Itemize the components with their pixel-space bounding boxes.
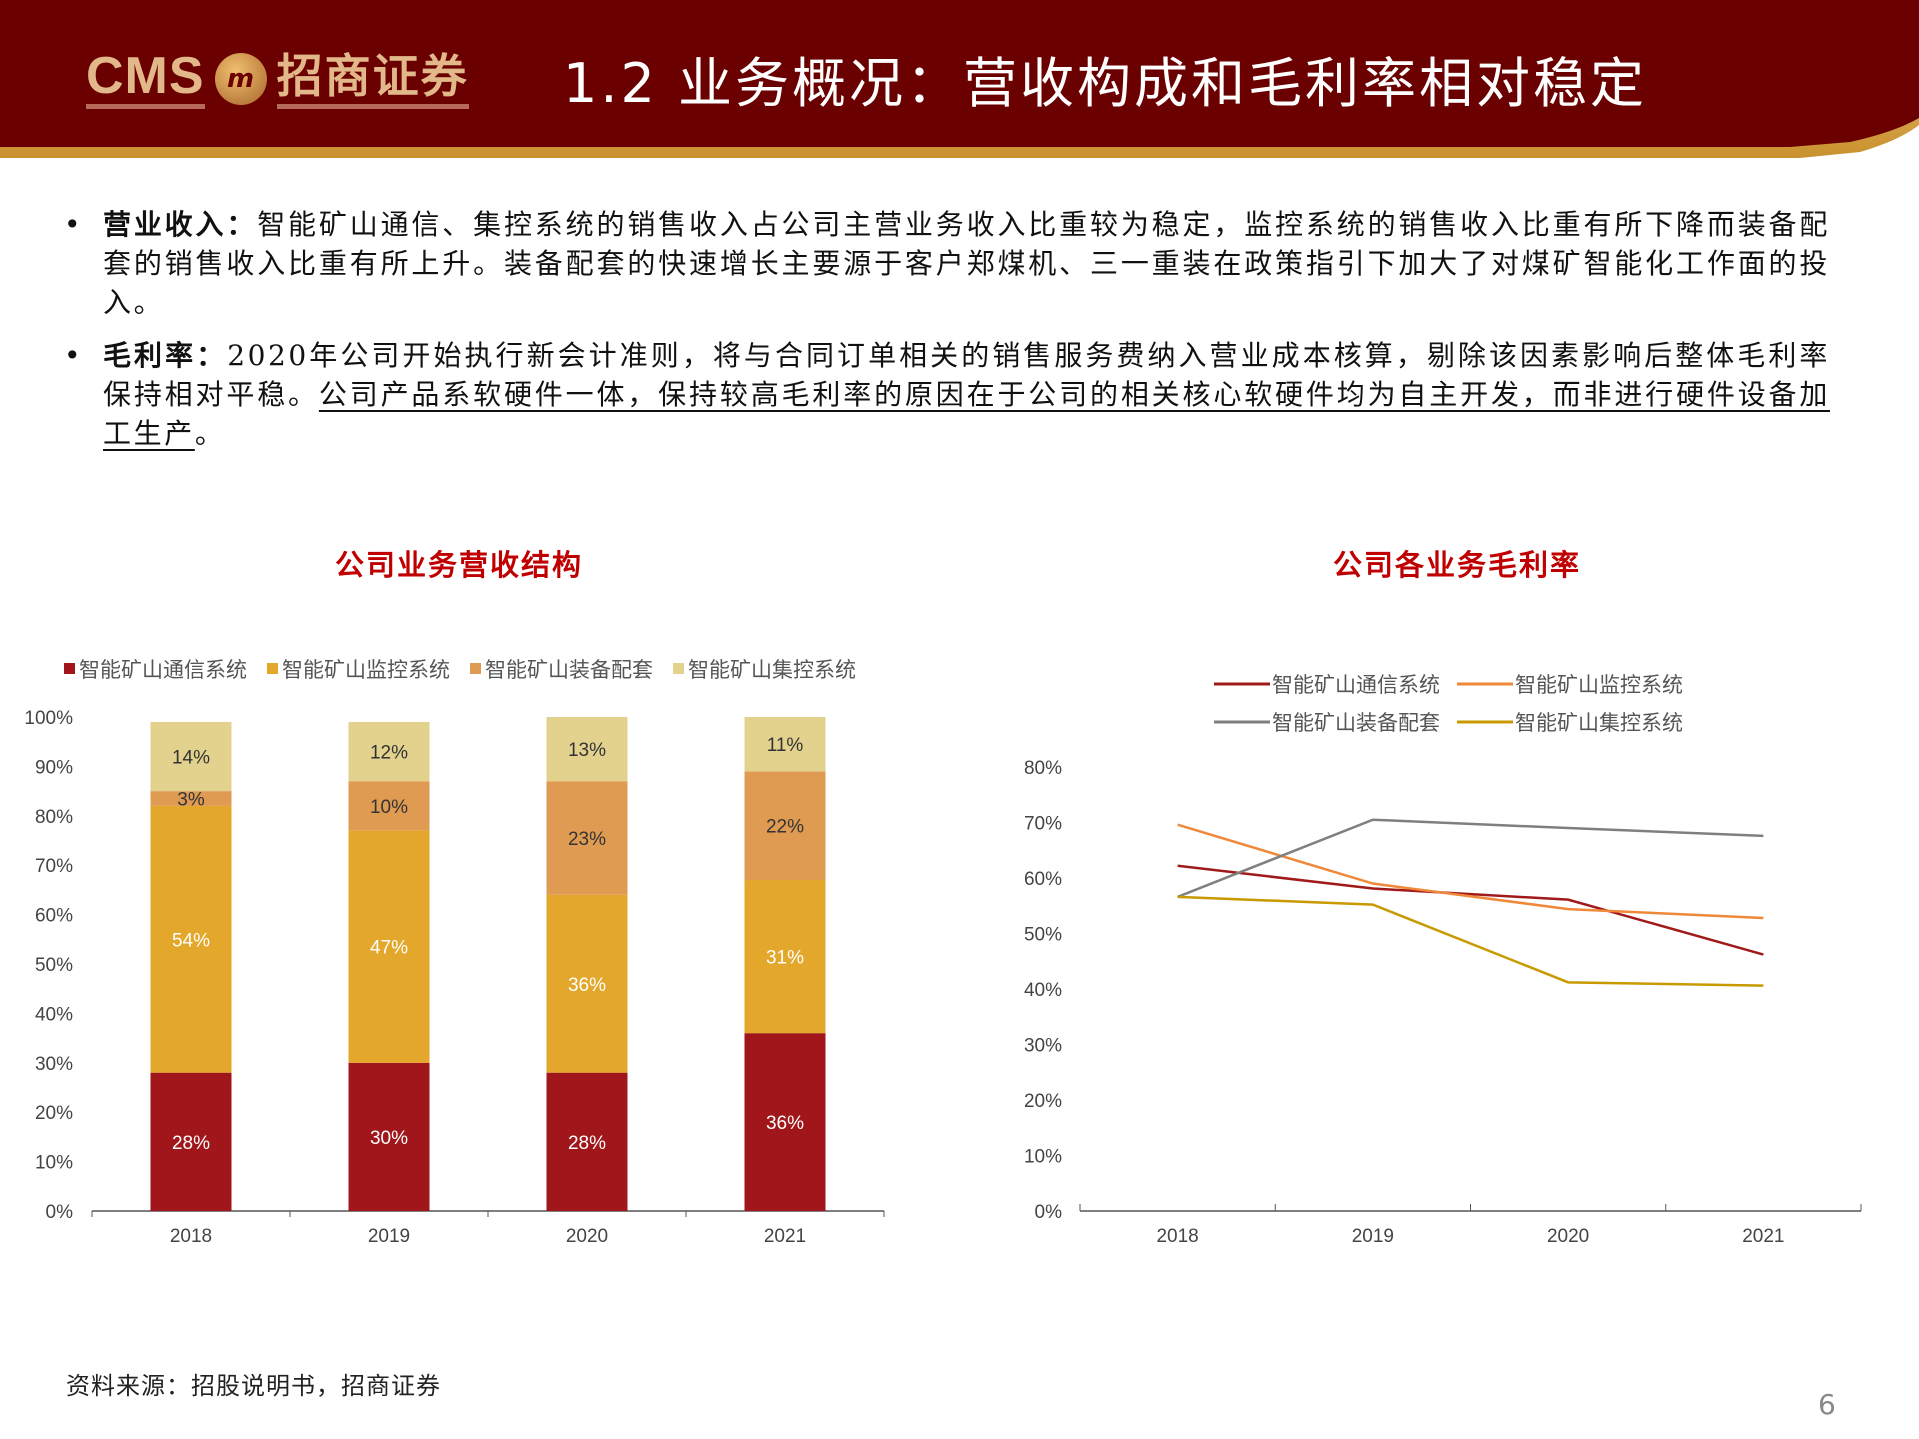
x-tick-label: 2019	[368, 1226, 410, 1247]
data-label: 31%	[766, 948, 804, 969]
data-label: 30%	[370, 1128, 408, 1149]
page-title: 1.2 业务概况：营收构成和毛利率相对稳定	[563, 52, 1648, 115]
series-line	[1177, 823, 1764, 920]
bar-segment	[348, 1062, 430, 1211]
bullet-revenue: • 营业收入：智能矿山通信、集控系统的销售收入占公司主营业务收入比重较为稳定，监…	[64, 205, 1830, 322]
bar-segment	[150, 721, 232, 792]
bar-segment	[150, 805, 232, 1073]
y-tick-label: 0%	[46, 1202, 74, 1223]
series-line	[1177, 864, 1764, 956]
margin-chart-title: 公司各业务毛利率	[1332, 548, 1582, 582]
slide-header: CMS m 招商证券 1.2 业务概况：营收构成和毛利率相对稳定	[0, 0, 1919, 172]
legend-label: 智能矿山监控系统	[1515, 674, 1683, 697]
y-tick-label: 10%	[1024, 1147, 1062, 1168]
legend-label: 智能矿山集控系统	[688, 659, 856, 682]
bar-segment	[744, 717, 826, 772]
x-tick-label: 2018	[1156, 1226, 1198, 1247]
series-line	[1177, 818, 1764, 899]
y-tick-label: 0%	[1035, 1202, 1063, 1223]
x-tick-label: 2018	[170, 1226, 212, 1247]
x-tick-label: 2020	[1547, 1226, 1589, 1247]
x-tick-label: 2021	[764, 1226, 806, 1247]
y-tick-label: 30%	[35, 1054, 73, 1075]
data-label: 14%	[172, 748, 210, 769]
y-tick-label: 50%	[1024, 925, 1062, 946]
x-tick-label: 2021	[1742, 1226, 1784, 1247]
data-label: 28%	[172, 1133, 210, 1154]
cms-logo: CMS m 招商证券	[86, 48, 469, 109]
legend-label: 智能矿山装备配套	[485, 659, 653, 682]
x-tick-label: 2020	[566, 1226, 608, 1247]
y-tick-label: 40%	[1024, 980, 1062, 1001]
bar-segment	[546, 1072, 628, 1211]
bar-segment	[348, 781, 430, 831]
y-tick-label: 90%	[35, 757, 73, 778]
legend-label: 智能矿山通信系统	[1272, 674, 1440, 697]
bar-segment	[744, 880, 826, 1034]
bar-segment	[348, 721, 430, 782]
legend-label: 智能矿山通信系统	[79, 659, 247, 682]
legend-swatch	[267, 663, 278, 674]
series-line	[1177, 895, 1764, 987]
logo-seal-icon: m	[214, 52, 267, 105]
logo-cms-text: CMS	[86, 48, 205, 109]
bar-segment	[150, 791, 232, 806]
bar-segment	[546, 894, 628, 1073]
bullet-dot-icon: •	[64, 208, 84, 241]
data-label: 36%	[568, 975, 606, 996]
bar-segment	[348, 830, 430, 1063]
data-label: 22%	[766, 817, 804, 838]
data-label: 11%	[767, 735, 804, 756]
bullet-underlined-text: 公司产品系软硬件一体，保持较高毛利率的原因在于公司的相关核心软硬件均为自主开发，…	[103, 378, 1830, 450]
bullet-text: 智能矿山通信、集控系统的销售收入占公司主营业务收入比重较为稳定，监控系统的销售收…	[103, 208, 1830, 319]
page-number: 6	[1818, 1388, 1836, 1421]
bar-segment	[546, 717, 628, 782]
y-tick-label: 60%	[35, 906, 73, 927]
legend-swatch	[673, 663, 684, 674]
logo-cn-text: 招商证券	[276, 48, 469, 109]
x-tick-label: 2019	[1352, 1226, 1394, 1247]
data-label: 13%	[568, 740, 606, 761]
y-tick-label: 30%	[1024, 1036, 1062, 1057]
y-tick-label: 20%	[1024, 1091, 1062, 1112]
legend-label: 智能矿山监控系统	[282, 659, 450, 682]
data-label: 36%	[766, 1113, 804, 1134]
bullet-gross-margin: • 毛利率：2020年公司开始执行新会计准则，将与合同订单相关的销售服务费纳入营…	[64, 336, 1830, 453]
y-tick-label: 70%	[35, 856, 73, 877]
bullet-list: • 营业收入：智能矿山通信、集控系统的销售收入占公司主营业务收入比重较为稳定，监…	[64, 205, 1830, 467]
bullet-text: 2020年公司开始执行新会计准则，将与合同订单相关的销售服务费纳入营业成本核算，…	[103, 339, 1830, 411]
bullet-label: 毛利率：	[103, 339, 228, 372]
y-tick-label: 80%	[1024, 758, 1062, 779]
data-label: 3%	[177, 790, 205, 811]
data-label: 28%	[568, 1133, 606, 1154]
header-background	[0, 0, 1919, 172]
legend-label: 智能矿山集控系统	[1515, 712, 1683, 735]
data-label: 23%	[568, 829, 606, 850]
bullet-label: 营业收入：	[103, 208, 258, 241]
data-label: 54%	[172, 930, 210, 951]
y-tick-label: 10%	[35, 1153, 73, 1174]
y-tick-label: 80%	[35, 807, 73, 828]
data-label: 47%	[370, 938, 408, 959]
bar-segment	[150, 1072, 232, 1211]
bar-segment	[744, 771, 826, 881]
y-tick-label: 70%	[1024, 814, 1062, 835]
y-tick-label: 40%	[35, 1004, 73, 1025]
source-note: 资料来源：招股说明书，招商证券	[66, 1372, 441, 1400]
legend-swatch	[470, 663, 481, 674]
bar-segment	[546, 781, 628, 895]
data-label: 10%	[370, 797, 408, 818]
legend-label: 智能矿山装备配套	[1272, 712, 1440, 735]
y-tick-label: 50%	[35, 955, 73, 976]
y-tick-label: 100%	[24, 708, 73, 729]
bullet-dot-icon: •	[64, 339, 84, 372]
y-tick-label: 60%	[1024, 869, 1062, 890]
bar-segment	[744, 1033, 826, 1211]
y-tick-label: 20%	[35, 1103, 73, 1124]
bullet-tail: 。	[194, 417, 226, 450]
data-label: 12%	[370, 743, 408, 764]
revenue-chart-title: 公司业务营收结构	[334, 548, 584, 582]
legend-swatch	[64, 663, 75, 674]
